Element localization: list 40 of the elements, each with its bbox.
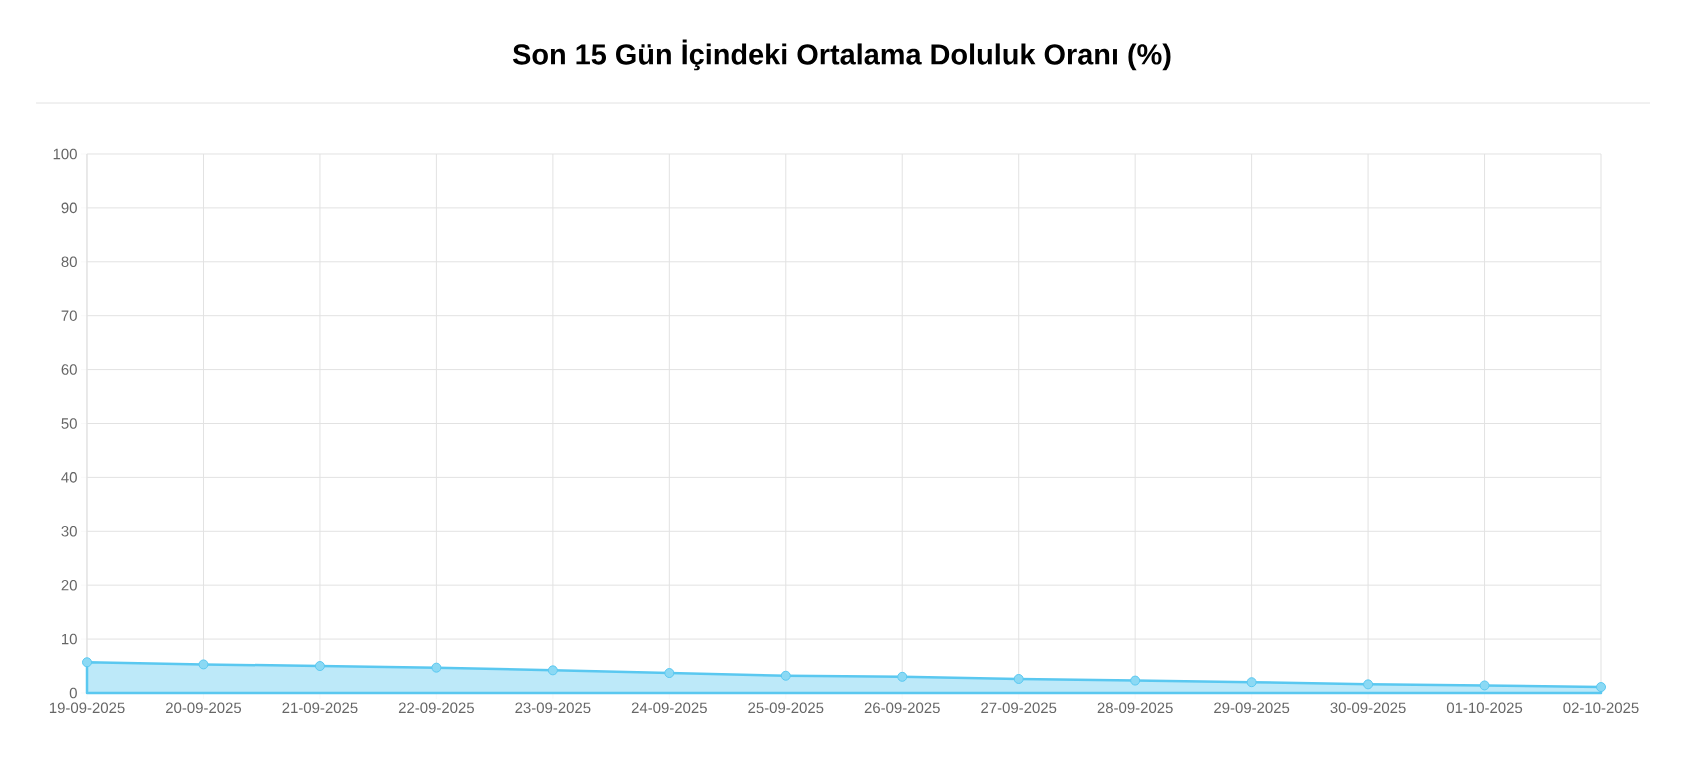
point	[1596, 682, 1607, 693]
x-tick-label: 19-09-2025	[49, 702, 125, 714]
y-tick-label: 100	[53, 148, 77, 160]
x-tick-label: 27-09-2025	[981, 702, 1057, 714]
x-tick-label: 30-09-2025	[1330, 702, 1406, 714]
point	[780, 670, 791, 681]
point	[431, 662, 442, 673]
x-tick-label: 28-09-2025	[1097, 702, 1173, 714]
point	[1363, 679, 1374, 690]
x-tick-label: 24-09-2025	[631, 702, 707, 714]
x-tick-label: 02-10-2025	[1563, 702, 1639, 714]
point	[1013, 673, 1024, 684]
point	[897, 671, 908, 682]
y-tick-label: 90	[61, 202, 77, 214]
x-tick-label: 20-09-2025	[166, 702, 242, 714]
x-tick-label: 26-09-2025	[864, 702, 940, 714]
point	[82, 657, 93, 668]
x-tick-label: 22-09-2025	[398, 702, 474, 714]
point	[198, 659, 209, 670]
x-tick-label: 01-10-2025	[1446, 702, 1523, 714]
y-tick-label: 80	[61, 256, 77, 268]
y-tick-label: 20	[61, 579, 77, 591]
point	[314, 661, 325, 672]
x-tick-label: 25-09-2025	[748, 702, 824, 714]
x-tick-label: 21-09-2025	[282, 702, 358, 714]
point	[1246, 677, 1257, 688]
y-tick-label: 70	[61, 310, 77, 321]
x-tick-label: 29-09-2025	[1214, 702, 1290, 714]
point	[664, 668, 675, 679]
chart-title: Son 15 Gün İçindeki Ortalama Doluluk Oranı (%)	[512, 39, 1171, 71]
y-tick-label: 50	[61, 418, 77, 429]
x-tick-label: 23-09-2025	[515, 702, 591, 714]
point	[1130, 675, 1141, 686]
point	[1479, 680, 1490, 691]
y-tick-label: 60	[61, 364, 77, 375]
y-tick-label: 30	[61, 525, 77, 537]
y-tick-label: 10	[62, 633, 77, 645]
y-tick-label: 40	[61, 472, 77, 483]
point	[547, 665, 558, 676]
y-tick-label: 0	[69, 687, 77, 699]
